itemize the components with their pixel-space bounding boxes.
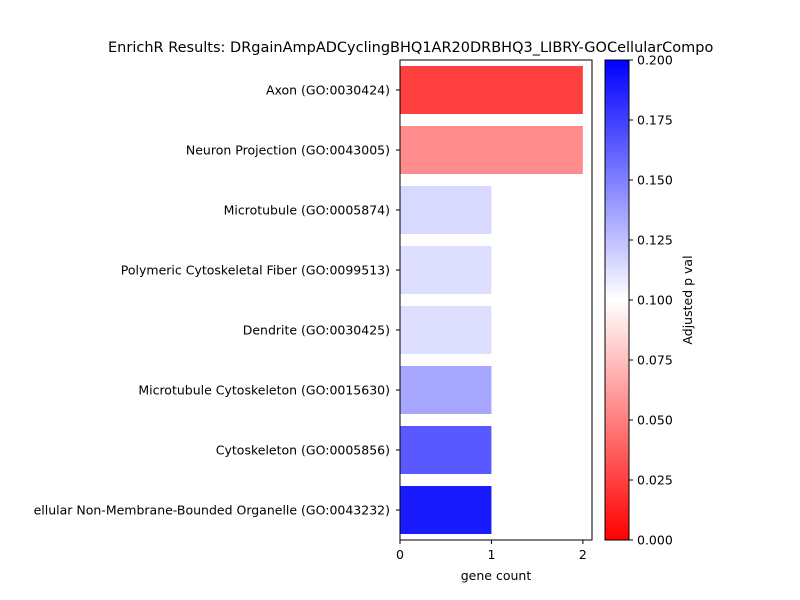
bar: [400, 306, 492, 354]
x-axis-ticks: 0 1 2: [396, 540, 587, 562]
bar: [400, 486, 492, 534]
x-tick-label: 1: [487, 547, 495, 562]
bar: [400, 246, 492, 294]
bar-group: [400, 66, 583, 534]
y-tick-label: Polymeric Cytoskeletal Fiber (GO:0099513…: [121, 263, 390, 278]
y-tick-label: Cytoskeleton (GO:0005856): [216, 443, 390, 458]
bar: [400, 186, 492, 234]
x-tick-label: 2: [579, 547, 587, 562]
y-tick-label: Microtubule (GO:0005874): [224, 203, 390, 218]
x-tick-label: 0: [396, 547, 404, 562]
colorbar-ticks: 0.000 0.025 0.050 0.075 0.100 0.125 0.150 0.175…: [629, 53, 673, 548]
bar: [400, 66, 583, 114]
chart-title: EnrichR Results: DRgainAmpADCyclingBHQ1A…: [108, 40, 713, 56]
colorbar: [604, 59, 630, 541]
y-tick-label: Neuron Projection (GO:0043005): [186, 143, 390, 158]
bar: [400, 366, 492, 414]
plot-frame: [399, 59, 593, 541]
category-labels: Axon (GO:0030424) Neuron Projection (GO:0…: [34, 83, 400, 518]
y-tick-label: Axon (GO:0030424): [266, 83, 390, 98]
colorbar-tick-label: 0.025: [637, 473, 673, 488]
y-tick-label: ellular Non-Membrane-Bounded Organelle (…: [34, 503, 390, 518]
colorbar-tick-label: 0.100: [637, 293, 673, 308]
colorbar-label: Adjusted p val: [680, 255, 695, 344]
bar: [400, 126, 583, 174]
x-axis-label: gene count: [461, 568, 532, 583]
colorbar-tick-label: 0.000: [637, 533, 673, 548]
y-tick-label: Microtubule Cytoskeleton (GO:0015630): [138, 383, 390, 398]
colorbar-tick-label: 0.150: [637, 173, 673, 188]
colorbar-tick-label: 0.125: [637, 233, 673, 248]
colorbar-tick-label: 0.050: [637, 413, 673, 428]
y-tick-label: Dendrite (GO:0030425): [243, 323, 390, 338]
colorbar-tick-label: 0.200: [637, 53, 673, 68]
bar: [400, 426, 492, 474]
colorbar-tick-label: 0.075: [637, 353, 673, 368]
colorbar-tick-label: 0.175: [637, 113, 673, 128]
